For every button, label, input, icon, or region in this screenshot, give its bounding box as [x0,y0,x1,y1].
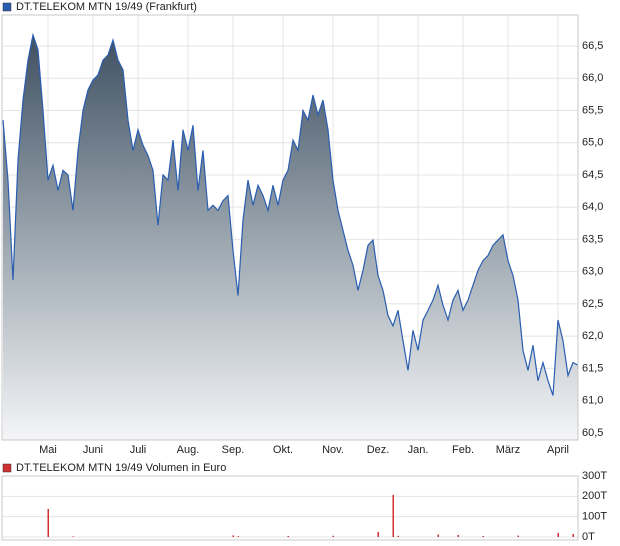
y-tick-label: 60,5 [582,427,603,439]
bar [397,535,399,537]
bar [377,531,379,537]
legend-swatch [2,463,12,473]
y-tick-label: 62,5 [582,298,603,310]
y-tick-label: 64,5 [582,169,603,181]
y-tick-label: 65,0 [582,137,603,149]
y-tick-label: 62,0 [582,330,603,342]
x-tick-label: Jan. [408,444,429,456]
line [2,32,579,396]
chart-title: DT.TELEKOM MTN 19/49 (Frankfurt) [16,1,197,13]
x-tick-label: Mai [39,444,57,456]
x-tick-label: Sep. [222,444,245,456]
y-tick-label: 66,5 [582,40,603,52]
bar [332,535,334,537]
bar [47,508,49,537]
plot-frame [1,14,579,441]
x-tick-label: Nov. [322,444,344,456]
bar [437,534,439,537]
y-tick-label: 61,0 [582,395,603,407]
x-tick-label: April [547,444,569,456]
y-tick-label: 200T [582,490,607,502]
y-tick-label: 300T [582,470,607,482]
x-tick-label: Aug. [177,444,200,456]
y-tick-label: 66,0 [582,72,603,84]
bar [237,536,239,537]
x-tick-label: Dez. [367,444,390,456]
bar [457,534,459,537]
chart-title: DT.TELEKOM MTN 19/49 Volumen in Euro [16,462,226,474]
x-tick-label: Juli [130,444,147,456]
area [3,34,578,441]
bar [232,535,234,537]
bar [572,533,574,537]
bar [72,536,74,537]
y-tick-label: 64,0 [582,201,603,213]
x-tick-label: Juni [83,444,103,456]
x-tick-label: Feb. [452,444,474,456]
bar [517,535,519,537]
bar [557,532,559,537]
bar [392,494,394,537]
x-tick-label: Okt. [273,444,293,456]
y-tick-label: 63,0 [582,266,603,278]
y-tick-label: 65,5 [582,104,603,116]
y-tick-label: 0T [582,531,595,543]
bar [482,535,484,537]
y-tick-label: 61,5 [582,362,603,374]
x-tick-label: März [496,444,520,456]
plot-frame [1,475,579,541]
y-tick-label: 100T [582,511,607,523]
legend-swatch [2,2,12,12]
bar [287,535,289,537]
y-tick-label: 63,5 [582,233,603,245]
